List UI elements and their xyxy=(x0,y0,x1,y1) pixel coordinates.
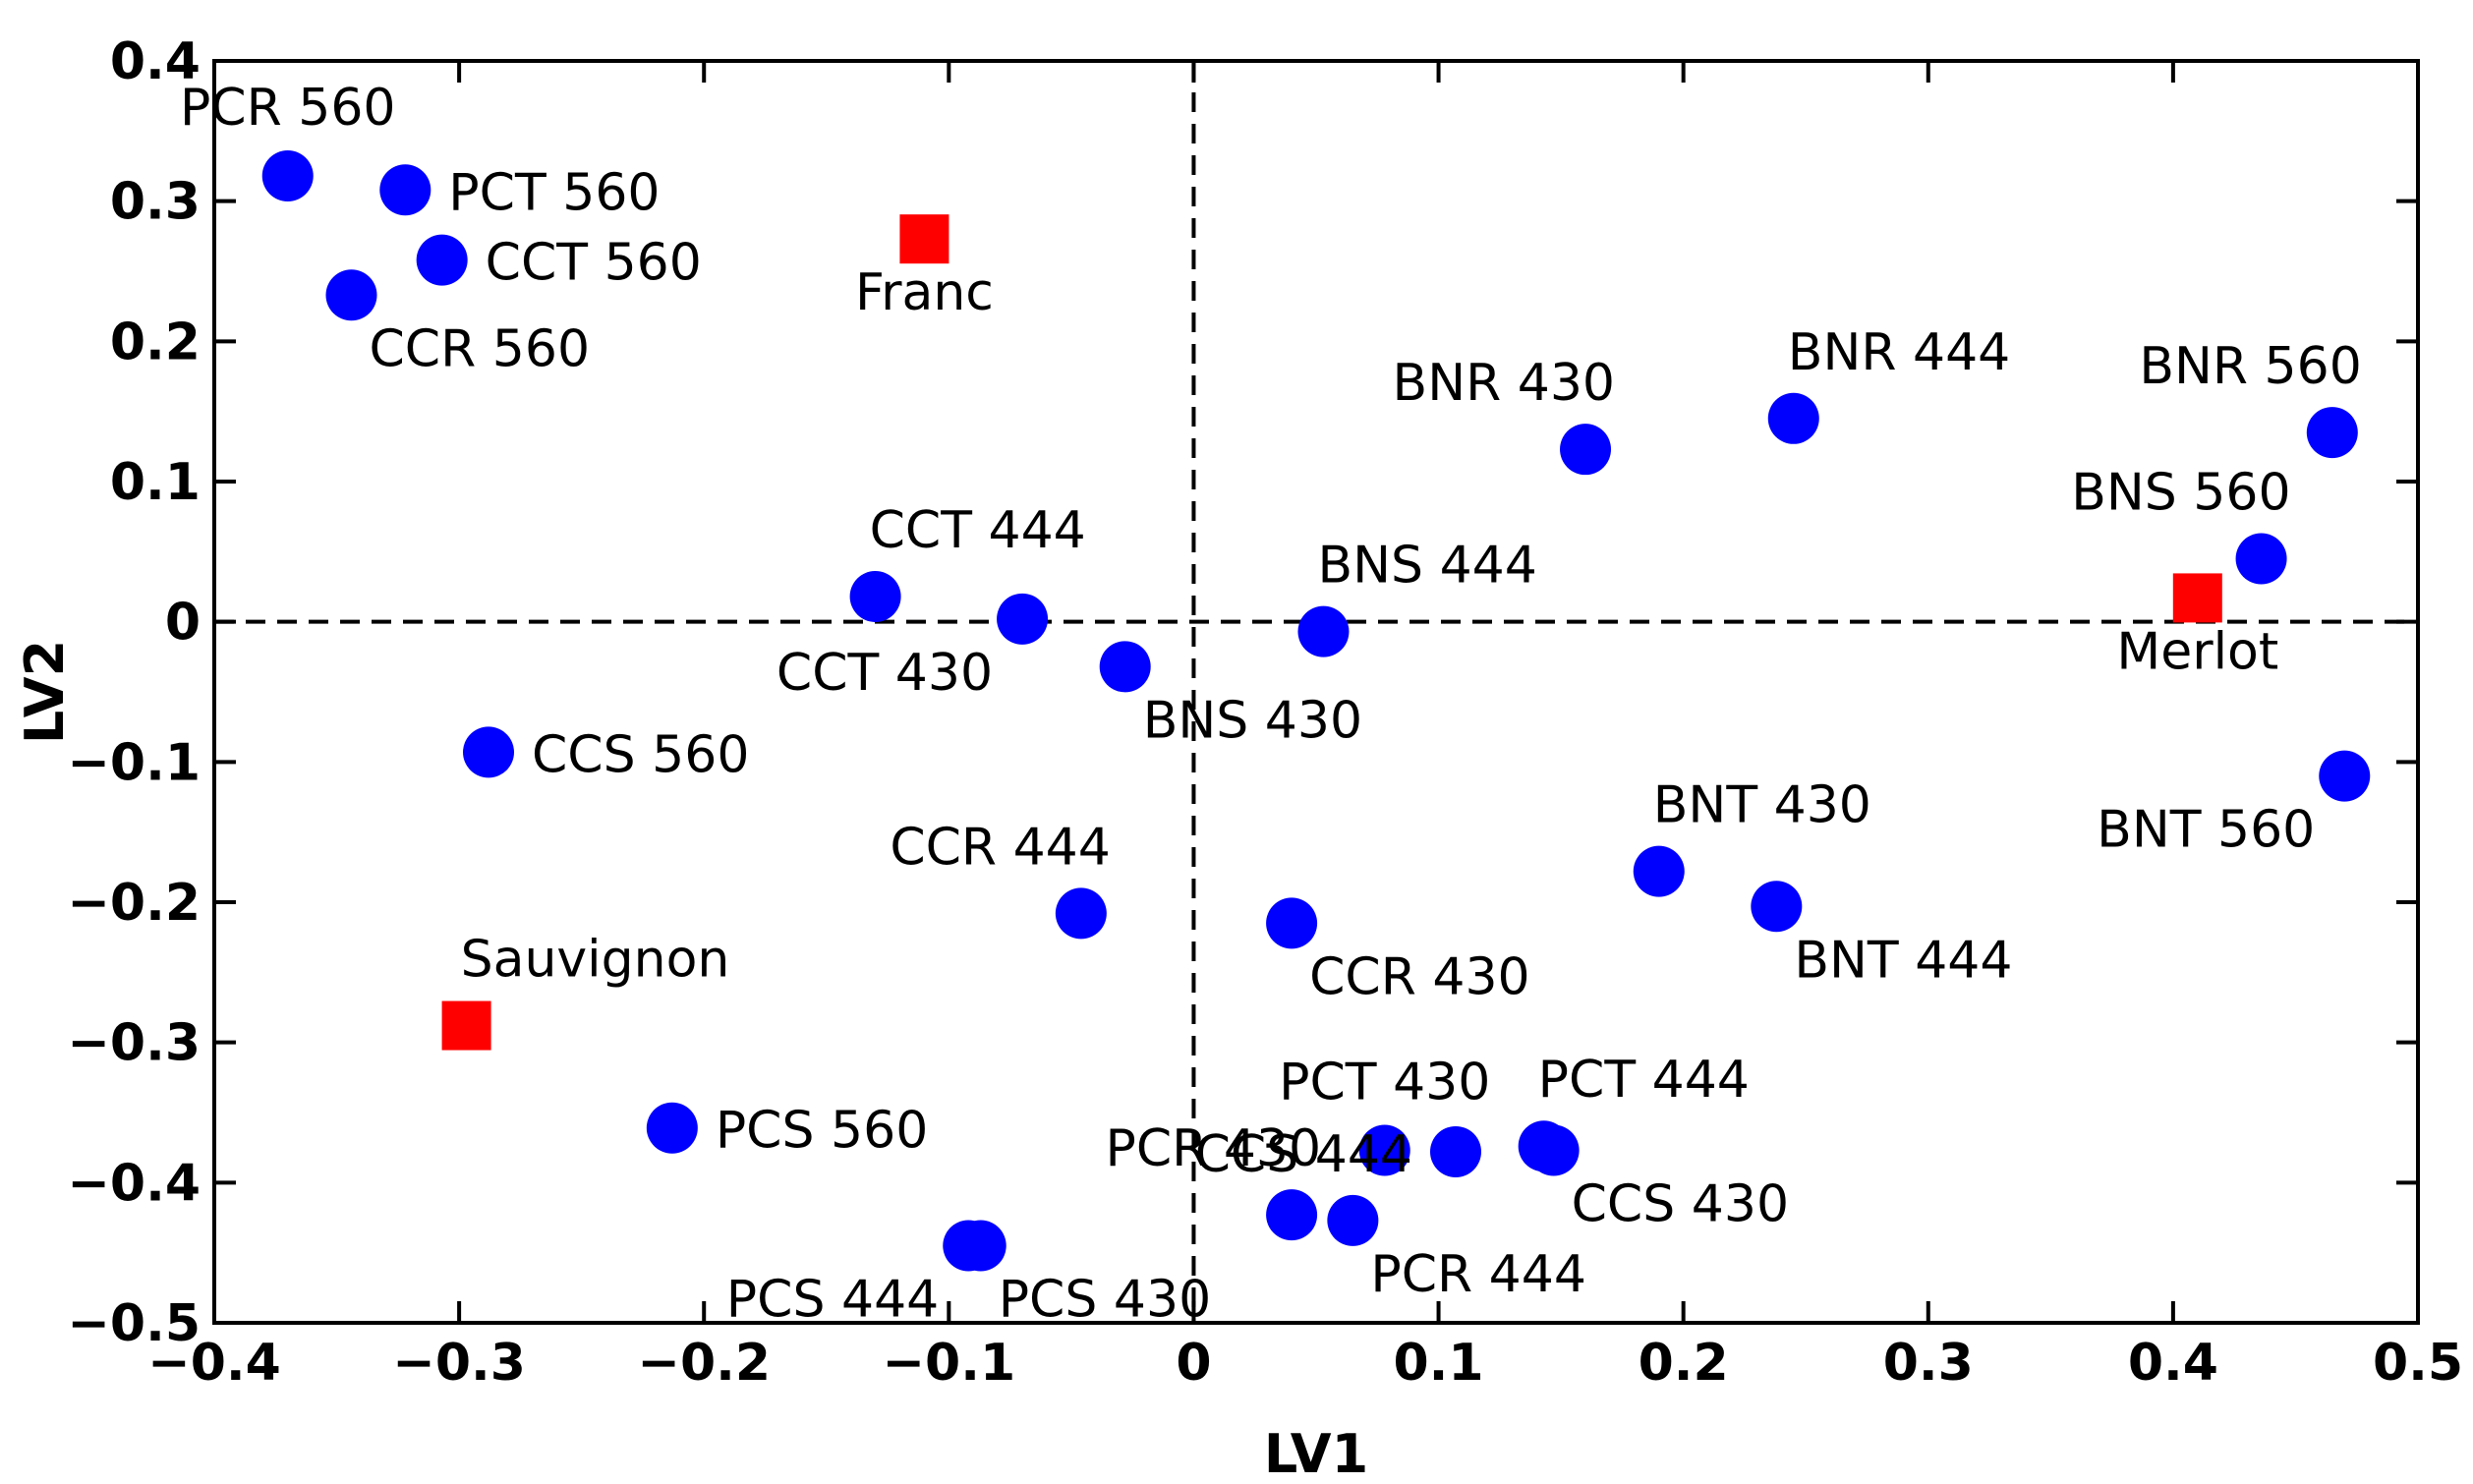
point-label-sauvignon: Sauvignon xyxy=(461,931,730,990)
sample-point-ccr-430 xyxy=(1266,897,1318,949)
point-label-pcs-444: PCS 444 xyxy=(726,1271,939,1330)
x-tick-label: −0.4 xyxy=(147,1334,281,1393)
x-tick-label: 0.4 xyxy=(2128,1334,2218,1393)
variety-marker-franc xyxy=(899,214,949,264)
sample-point-bnt-560 xyxy=(2319,750,2371,802)
sample-point-bnt-430 xyxy=(1633,845,1685,897)
x-tick-label: 0.5 xyxy=(2373,1334,2463,1393)
sample-point-cct-560 xyxy=(416,234,468,286)
point-label-bnt-560: BNT 560 xyxy=(2097,801,2315,860)
point-label-bnr-444: BNR 444 xyxy=(1788,323,2010,382)
x-tick-label: 0 xyxy=(1176,1334,1211,1393)
variety-marker-sauvignon xyxy=(441,1000,491,1051)
point-label-bnr-560: BNR 560 xyxy=(2139,337,2361,396)
point-label-cct-560: CCT 560 xyxy=(486,234,702,293)
sample-point-ccs-430 xyxy=(1527,1124,1580,1176)
point-label-cct-430: CCT 430 xyxy=(776,644,993,703)
point-label-ccr-560: CCR 560 xyxy=(370,319,591,378)
point-label-pcr-444: PCR 444 xyxy=(1370,1245,1586,1304)
point-label-bnt-444: BNT 444 xyxy=(1794,931,2012,990)
sample-point-pcr-444 xyxy=(1327,1194,1379,1246)
y-tick-label: −0.2 xyxy=(67,874,201,933)
point-label-ccr-430: CCR 430 xyxy=(1309,947,1530,1006)
point-label-bnr-430: BNR 430 xyxy=(1393,354,1615,413)
point-label-ccs-430: CCS 430 xyxy=(1572,1175,1789,1234)
point-label-pct-560: PCT 560 xyxy=(448,163,660,222)
point-label-pcr-430: PCR 430 xyxy=(1106,1119,1322,1178)
point-label-cct-444: CCT 444 xyxy=(870,501,1086,560)
point-label-merlot: Merlot xyxy=(2116,622,2278,681)
point-label-ccs-560: CCS 560 xyxy=(532,725,749,784)
x-axis-title: LV1 xyxy=(1264,1423,1368,1484)
x-tick-label: −0.2 xyxy=(637,1334,771,1393)
point-label-ccs-444: CCS 444 xyxy=(1195,1125,1412,1184)
sample-point-pcr-430 xyxy=(1266,1189,1318,1241)
variety-marker-merlot xyxy=(2172,573,2222,623)
y-axis-title: LV2 xyxy=(14,640,76,744)
y-tick-label: 0.1 xyxy=(110,453,201,512)
point-label-bns-444: BNS 444 xyxy=(1317,537,1536,596)
point-label-bns-560: BNS 560 xyxy=(2071,463,2290,522)
y-tick-label: −0.1 xyxy=(67,733,201,792)
sample-point-bnr-560 xyxy=(2306,407,2358,459)
x-tick-label: 0.3 xyxy=(1883,1334,1974,1393)
x-tick-label: −0.1 xyxy=(882,1334,1015,1393)
y-tick-label: 0.3 xyxy=(110,173,201,232)
point-label-ccr-444: CCR 444 xyxy=(890,818,1111,877)
sample-point-bns-560 xyxy=(2235,533,2287,585)
sample-point-pcs-560 xyxy=(646,1102,698,1154)
point-label-pcr-560: PCR 560 xyxy=(180,79,396,138)
sample-point-pcs-430 xyxy=(954,1220,1006,1272)
y-tick-label: −0.5 xyxy=(67,1294,201,1353)
y-tick-label: −0.3 xyxy=(67,1014,201,1073)
point-label-bns-430: BNS 430 xyxy=(1143,691,1362,750)
point-label-franc: Franc xyxy=(855,263,994,322)
sample-point-cct-444 xyxy=(849,570,901,622)
point-label-pcs-560: PCS 560 xyxy=(716,1102,928,1161)
sample-point-ccs-560 xyxy=(463,726,515,778)
sample-point-bnr-430 xyxy=(1560,424,1612,476)
sample-point-pcr-560 xyxy=(261,149,314,201)
sample-point-bns-430 xyxy=(1099,641,1151,693)
sample-point-ccr-444 xyxy=(1055,887,1107,940)
point-label-bnt-430: BNT 430 xyxy=(1653,776,1871,835)
plot-frame xyxy=(212,59,2420,1325)
point-label-pct-444: PCT 444 xyxy=(1538,1051,1750,1110)
y-tick-label: 0.2 xyxy=(110,313,201,371)
x-tick-label: −0.3 xyxy=(392,1334,526,1393)
sample-point-ccr-560 xyxy=(325,269,377,321)
y-tick-label: −0.4 xyxy=(67,1154,201,1213)
sample-point-bnr-444 xyxy=(1767,392,1819,444)
x-tick-label: 0.2 xyxy=(1639,1334,1729,1393)
y-tick-label: 0 xyxy=(165,594,201,653)
x-tick-label: 0.1 xyxy=(1393,1334,1483,1393)
sample-point-bns-444 xyxy=(1297,605,1350,657)
sample-point-ccs-444 xyxy=(1429,1125,1481,1177)
y-tick-label: 0.4 xyxy=(110,32,201,91)
point-labels: PCR 560 PCT 560 CCT 560 CCR 560 BNR 430 BNR 4… xyxy=(180,79,2362,1330)
sample-point-bnt-444 xyxy=(1751,881,1803,933)
point-label-pct-430: PCT 430 xyxy=(1279,1054,1490,1113)
sample-point-pct-430 xyxy=(1358,1124,1410,1176)
data-points xyxy=(261,149,2371,1272)
point-label-pcs-430: PCS 430 xyxy=(999,1271,1211,1330)
axis-ticks: −0.4 −0.3 −0.2 −0.1 0 0.1 0.2 0.3 0.4 0.5−0.5−0.4… xyxy=(67,32,2463,1393)
sample-point-pct-560 xyxy=(379,164,431,216)
sample-point-cct-430 xyxy=(997,593,1049,645)
